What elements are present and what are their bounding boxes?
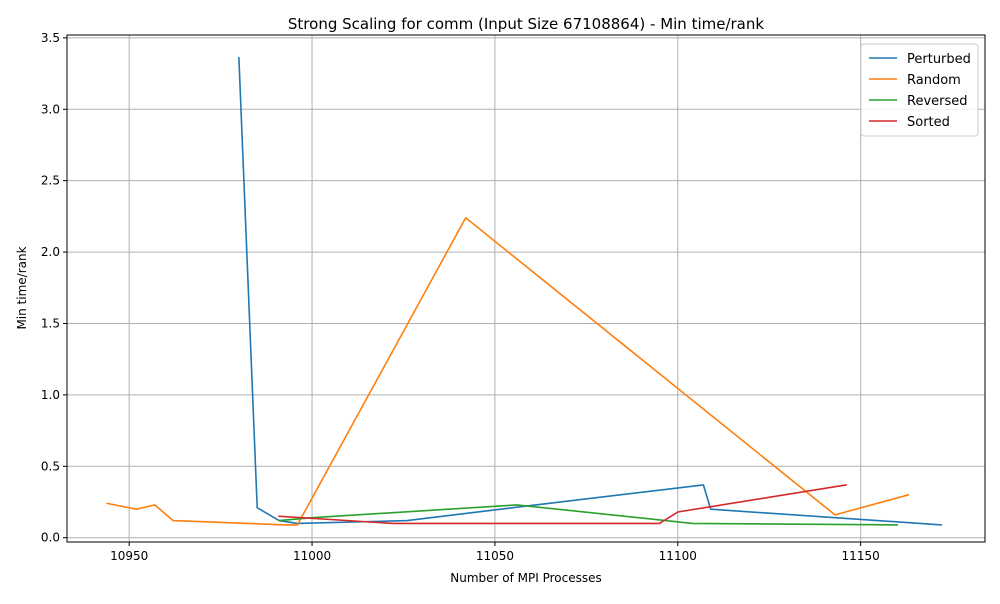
series-line-sorted bbox=[278, 483, 847, 525]
x-axis-label: Number of MPI Processes bbox=[450, 571, 602, 585]
y-tick-label: 3.5 bbox=[41, 31, 60, 45]
x-tick-label: 10950 bbox=[110, 549, 148, 563]
legend-box bbox=[860, 43, 979, 137]
y-tick-label: 0.5 bbox=[41, 459, 60, 473]
series-line-reversed bbox=[278, 504, 899, 526]
legend-label: Reversed bbox=[907, 94, 968, 109]
legend-label: Sorted bbox=[907, 115, 950, 130]
grid bbox=[67, 35, 985, 542]
axis-ticks: 10950 11000 11050 11100 11150 0.0 0.5 1.0 1.5 2.0… bbox=[41, 31, 880, 563]
y-tick-label: 1.0 bbox=[41, 388, 60, 402]
y-axis-label: Min time/rank bbox=[15, 246, 29, 329]
y-tick-label: 0.0 bbox=[41, 531, 60, 545]
legend-label: Perturbed bbox=[907, 52, 971, 67]
y-tick-label: 3.0 bbox=[41, 102, 60, 116]
legend-label: Random bbox=[907, 73, 961, 88]
x-tick-label: 11000 bbox=[293, 549, 331, 563]
chart-title: Strong Scaling for comm (Input Size 6710… bbox=[288, 15, 764, 33]
x-tick-label: 11050 bbox=[476, 549, 514, 563]
plot-frame bbox=[66, 34, 986, 543]
series-line-perturbed bbox=[238, 57, 942, 526]
x-tick-label: 11100 bbox=[659, 549, 697, 563]
y-tick-label: 2.0 bbox=[41, 245, 60, 259]
y-tick-label: 1.5 bbox=[41, 316, 60, 330]
y-tick-label: 2.5 bbox=[41, 174, 60, 188]
series-line-random bbox=[106, 217, 910, 526]
x-tick-label: 11150 bbox=[842, 549, 880, 563]
series-lines bbox=[106, 57, 942, 526]
legend: Perturbed Random Reversed Sorted bbox=[860, 43, 979, 137]
